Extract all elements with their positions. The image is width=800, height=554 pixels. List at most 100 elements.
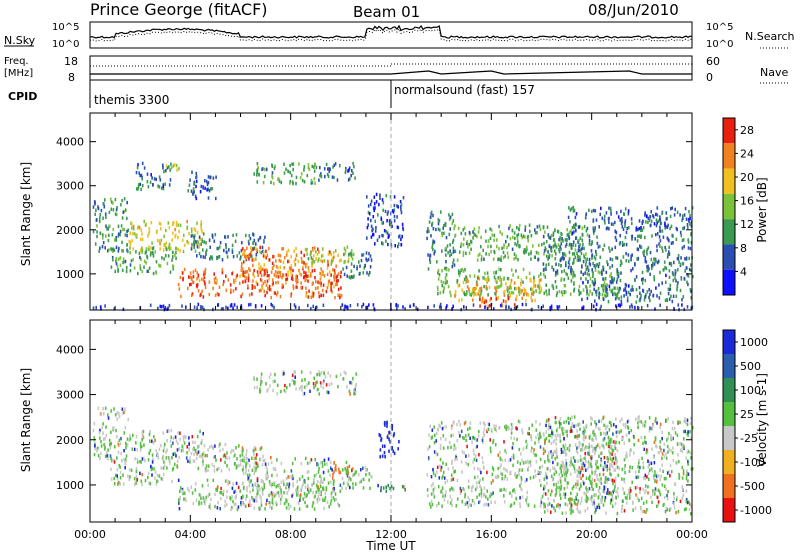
nsky-label: N.Sky bbox=[4, 34, 36, 47]
power-panel-colorbar-tick-6: 28 bbox=[740, 124, 754, 137]
velocity-panel-colorbar-tick-1: 500 bbox=[740, 360, 761, 373]
velocity-panel-region-9 bbox=[378, 420, 400, 459]
velocity-panel-ytick-label-3: 4000 bbox=[56, 343, 84, 356]
power-panel-region-15 bbox=[454, 223, 593, 262]
power-panel-region-5 bbox=[187, 170, 217, 201]
power-panel-region-14 bbox=[426, 210, 456, 271]
velocity-panel-xtick-label-2: 08:00 bbox=[275, 528, 307, 541]
power-panel-ytick-label-3: 4000 bbox=[56, 136, 84, 149]
velocity-panel-xtick-label-4: 16:00 bbox=[475, 528, 507, 541]
power-panel-colorbar-tick-5: 24 bbox=[740, 147, 754, 160]
velocity-panel-ytick-label-2: 3000 bbox=[56, 389, 84, 402]
power-panel-colorbar-swatch-6 bbox=[723, 269, 735, 295]
cpid-segment-2: normalsound (fast) 157 bbox=[394, 83, 535, 97]
velocity-panel-ytick-label-1: 2000 bbox=[56, 434, 84, 447]
power-panel-region-19 bbox=[542, 232, 693, 276]
power-panel-colorbar-tick-2: 12 bbox=[740, 218, 754, 231]
nsky-tick-top: 10^5 bbox=[52, 22, 79, 33]
velocity-panel-colorbar-swatch-3 bbox=[723, 402, 735, 426]
power-panel-region-22 bbox=[92, 302, 694, 312]
power-panel-ytick-label-1: 2000 bbox=[56, 224, 84, 237]
nave-tick-bottom: 0 bbox=[706, 71, 713, 84]
velocity-panel: 1000 2000 3000 4000 00:00 04:00 08:00 12:00 16:0… bbox=[56, 319, 708, 541]
velocity-panel-xtick-label-0: 00:00 bbox=[74, 528, 106, 541]
velocity-panel-xtick-label-1: 04:00 bbox=[174, 528, 206, 541]
power-colorbar: 4 8 12 16 20 24 28 bbox=[722, 117, 754, 296]
velocity-panel-region-2 bbox=[110, 456, 179, 487]
velocity-panel-colorbar-tick-3: 25 bbox=[740, 408, 754, 421]
power-panel-ytick-label-2: 3000 bbox=[56, 180, 84, 193]
power-panel: 1000 2000 3000 4000 bbox=[56, 112, 694, 312]
velocity-panel-region-8 bbox=[377, 483, 406, 493]
velocity-panel-xtick-label-6: 00:00 bbox=[676, 528, 708, 541]
velocity-colorbar: 1000 500 100 25 -25 -100 -500 -1000 bbox=[722, 329, 772, 523]
power-panel-region-2 bbox=[110, 246, 178, 276]
velocity-panel-region-0 bbox=[92, 406, 129, 464]
velocity-panel-colorbar-tick-4: -25 bbox=[740, 432, 758, 445]
power-panel-colorbar-tick-0: 4 bbox=[740, 265, 747, 278]
power-panel-region-8 bbox=[240, 245, 338, 289]
velocity-panel-region-3 bbox=[192, 442, 266, 473]
velocity-panel-colorbar-swatch-4 bbox=[723, 426, 735, 450]
nsky-right-tick-bottom: 10^0 bbox=[706, 39, 733, 50]
x-axis-label: Time UT bbox=[365, 539, 416, 553]
velocity-panel-xtick-label-5: 20:00 bbox=[576, 528, 608, 541]
velocity-panel-colorbar-tick-6: -500 bbox=[740, 480, 765, 493]
velocity-panel-cells bbox=[92, 370, 694, 516]
velocity-panel-colorbar-swatch-5 bbox=[723, 450, 735, 474]
cpid-segment-1: themis 3300 bbox=[94, 93, 169, 107]
power-panel-colorbar-tick-3: 16 bbox=[740, 195, 754, 208]
power-panel-region-9 bbox=[306, 245, 355, 267]
velocity-colorbar-label: Velocity [m s-1] bbox=[755, 373, 769, 467]
nsky-strip bbox=[89, 21, 693, 49]
power-panel-region-13 bbox=[366, 192, 405, 249]
power-panel-region-11 bbox=[253, 162, 318, 186]
freq-tick-top: 18 bbox=[64, 55, 78, 68]
power-panel-region-0 bbox=[92, 197, 129, 253]
velocity-panel-ytick-label-0: 1000 bbox=[56, 479, 84, 492]
velocity-panel-colorbar-tick-5: -100 bbox=[740, 456, 765, 469]
freq-unit-label: [MHz] bbox=[4, 68, 33, 79]
velocity-panel-colorbar-swatch-6 bbox=[723, 474, 735, 498]
power-panel-region-4 bbox=[165, 163, 180, 172]
beam-title: Beam 01 bbox=[353, 3, 420, 21]
nave-trace bbox=[90, 63, 692, 67]
velocity-panel-colorbar-swatch-0 bbox=[723, 330, 735, 354]
power-panel-region-17 bbox=[454, 276, 543, 304]
nsky-tick-bottom: 10^0 bbox=[52, 39, 79, 50]
power-panel-colorbar-swatch-0 bbox=[723, 118, 735, 144]
nsky-trace bbox=[89, 24, 693, 39]
velocity-ylabel: Slant Range [km] bbox=[19, 368, 33, 472]
power-panel-cells bbox=[92, 161, 694, 312]
power-panel-region-10 bbox=[342, 251, 373, 280]
power-panel-colorbar-swatch-1 bbox=[723, 143, 735, 169]
power-panel-region-18 bbox=[479, 296, 516, 309]
velocity-panel-region-10 bbox=[253, 370, 357, 396]
velocity-panel-region-5 bbox=[241, 456, 335, 500]
velocity-panel-colorbar-tick-0: 1000 bbox=[740, 336, 768, 349]
power-panel-region-7 bbox=[177, 267, 343, 300]
date-title: 08/Jun/2010 bbox=[588, 1, 679, 19]
power-panel-region-3 bbox=[135, 161, 172, 192]
velocity-panel-colorbar-swatch-2 bbox=[723, 378, 735, 402]
velocity-panel-xtick-label-3: 12:00 bbox=[375, 528, 407, 541]
power-panel-colorbar-swatch-5 bbox=[723, 244, 735, 270]
power-ylabel: Slant Range [km] bbox=[19, 162, 33, 266]
nsearch-label: N.Search bbox=[745, 30, 795, 43]
station-title: Prince George (fitACF) bbox=[90, 0, 268, 19]
power-panel-colorbar-swatch-4 bbox=[723, 219, 735, 245]
cpid-label: CPID bbox=[8, 90, 37, 103]
power-panel-colorbar-swatch-3 bbox=[723, 193, 735, 220]
velocity-panel-colorbar-swatch-1 bbox=[723, 354, 735, 378]
velocity-panel-colorbar-tick-2: 100 bbox=[740, 384, 761, 397]
velocity-panel-region-7 bbox=[341, 460, 373, 491]
power-panel-ytick-label-0: 1000 bbox=[56, 268, 84, 281]
power-panel-colorbar-swatch-2 bbox=[723, 168, 735, 194]
freq-label: Freq. bbox=[4, 56, 29, 67]
nave-label: Nave bbox=[760, 66, 788, 79]
nsky-right-tick-top: 10^5 bbox=[706, 22, 733, 33]
velocity-panel-region-12 bbox=[541, 415, 694, 516]
power-panel-colorbar-tick-1: 8 bbox=[740, 242, 747, 255]
power-panel-region-12 bbox=[318, 161, 356, 182]
power-panel-region-6 bbox=[190, 232, 266, 262]
